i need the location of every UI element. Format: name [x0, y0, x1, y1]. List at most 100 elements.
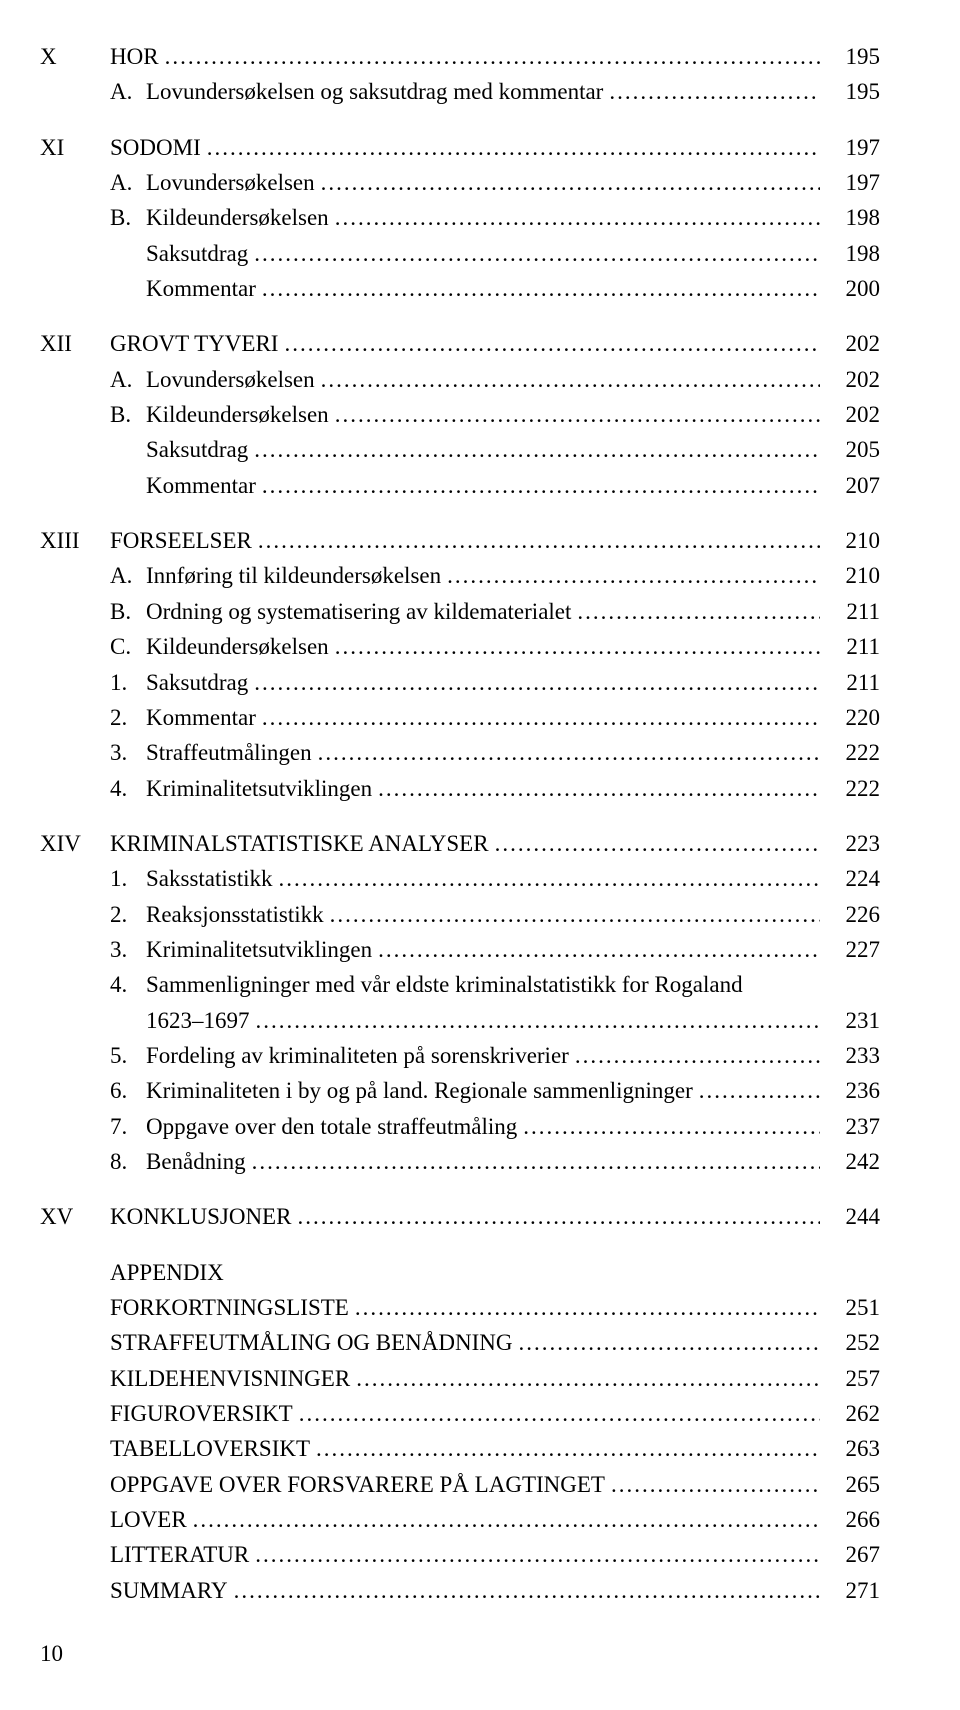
item-label: Saksutdrag: [146, 666, 248, 699]
roman-numeral: XII: [40, 327, 110, 360]
leader-dots: [447, 559, 820, 592]
leader-dots: [335, 398, 820, 431]
leader-dots: [256, 1004, 821, 1037]
page-ref: 271: [826, 1574, 880, 1607]
toc-item-row: Saksutdrag198: [40, 237, 880, 270]
page-ref: 233: [826, 1039, 880, 1072]
item-label: Lovundersøkelsen: [146, 363, 315, 396]
page-ref: 205: [826, 433, 880, 466]
item-label: Kommentar: [146, 469, 256, 502]
toc-item-row: Kommentar 207: [40, 469, 880, 502]
leader-dots: [609, 75, 820, 108]
appendix-label: LOVER: [110, 1503, 187, 1536]
leader-dots: [258, 524, 820, 557]
toc-item-row: 2.Reaksjonsstatistikk226: [40, 898, 880, 931]
roman-numeral: XIV: [40, 827, 110, 860]
leader-dots: [234, 1574, 820, 1607]
item-marker: A.: [110, 559, 146, 592]
leader-dots: [316, 1432, 820, 1465]
toc-item-row: 3.Kriminalitetsutviklingen227: [40, 933, 880, 966]
leader-dots: [321, 363, 820, 396]
appendix-label: OPPGAVE OVER FORSVARERE PÅ LAGTINGET: [110, 1468, 605, 1501]
page-ref: 200: [826, 272, 880, 305]
item-marker: C.: [110, 630, 146, 663]
item-label: Kriminalitetsutviklingen: [146, 933, 372, 966]
chapter-title: KONKLUSJONER: [110, 1200, 291, 1233]
toc-item-row: A.Lovundersøkelsen202: [40, 363, 880, 396]
toc-item-row: 8.Benådning242: [40, 1145, 880, 1178]
appendix-label: TABELLOVERSIKT: [110, 1432, 310, 1465]
appendix-label: FORKORTNINGSLISTE: [110, 1291, 349, 1324]
toc-chapter-row: XVKONKLUSJONER244: [40, 1200, 880, 1233]
page-ref: 267: [826, 1538, 880, 1571]
item-marker: 1.: [110, 666, 146, 699]
toc-item-row: 1.Saksstatistikk 224: [40, 862, 880, 895]
item-label: Reaksjonsstatistikk: [146, 898, 324, 931]
page-ref: 198: [826, 201, 880, 234]
leader-dots: [297, 1200, 820, 1233]
toc-chapter-row: XISODOMI197: [40, 131, 880, 164]
item-marker: A.: [110, 363, 146, 396]
item-marker: A.: [110, 75, 146, 108]
chapter-title: SODOMI: [110, 131, 201, 164]
page-ref: 224: [826, 862, 880, 895]
roman-numeral: XI: [40, 131, 110, 164]
appendix-label: KILDEHENVISNINGER: [110, 1362, 350, 1395]
toc-item-row: 6.Kriminaliteten i by og på land. Region…: [40, 1074, 880, 1107]
appendix-item-row: OPPGAVE OVER FORSVARERE PÅ LAGTINGET265: [40, 1468, 880, 1501]
leader-dots: [299, 1397, 820, 1430]
leader-dots: [193, 1503, 820, 1536]
page-ref: 266: [826, 1503, 880, 1536]
page-ref: 207: [826, 469, 880, 502]
chapter-title: FORSEELSER: [110, 524, 252, 557]
item-marker: 6.: [110, 1074, 146, 1107]
item-label: 1623–1697: [146, 1004, 250, 1037]
item-marker: 2.: [110, 898, 146, 931]
item-marker: 7.: [110, 1110, 146, 1143]
toc-item-row: A.Innføring til kildeundersøkelsen210: [40, 559, 880, 592]
leader-dots: [262, 469, 820, 502]
toc-item-row: 3.Straffeutmålingen222: [40, 736, 880, 769]
page-ref: 211: [826, 595, 880, 628]
page-ref: 202: [826, 398, 880, 431]
toc-chapter-row: XIVKRIMINALSTATISTISKE ANALYSER223: [40, 827, 880, 860]
toc-page: XHOR195A.Lovundersøkelsen og saksutdrag …: [0, 0, 960, 1710]
leader-dots: [495, 827, 820, 860]
leader-dots: [378, 933, 820, 966]
item-label: Lovundersøkelsen: [146, 166, 315, 199]
item-marker: 4.: [110, 968, 146, 1001]
page-ref: 244: [826, 1200, 880, 1233]
page-ref: 211: [826, 666, 880, 699]
item-label: Kommentar: [146, 701, 256, 734]
page-ref: 251: [826, 1291, 880, 1324]
page-number: 10: [40, 1637, 880, 1670]
item-label: Saksstatistikk: [146, 862, 273, 895]
item-label: Lovundersøkelsen og saksutdrag med komme…: [146, 75, 603, 108]
appendix-label: LITTERATUR: [110, 1538, 249, 1571]
toc-item-row: A.Lovundersøkelsen197: [40, 166, 880, 199]
chapter-title: GROVT TYVERI: [110, 327, 278, 360]
page-ref: 220: [826, 701, 880, 734]
item-label: Benådning: [146, 1145, 246, 1178]
leader-dots: [318, 736, 820, 769]
item-marker: 2.: [110, 701, 146, 734]
leader-dots: [699, 1074, 820, 1107]
leader-dots: [165, 40, 820, 73]
leader-dots: [254, 433, 820, 466]
item-label: Kriminalitetsutviklingen: [146, 772, 372, 805]
item-marker: 1.: [110, 862, 146, 895]
appendix-heading-row: APPENDIX: [40, 1256, 880, 1289]
leader-dots: [378, 772, 820, 805]
leader-dots: [335, 630, 820, 663]
leader-dots: [611, 1468, 820, 1501]
item-label: Fordeling av kriminaliteten på sorenskri…: [146, 1039, 569, 1072]
item-marker: 3.: [110, 933, 146, 966]
page-ref: 231: [826, 1004, 880, 1037]
page-ref: 262: [826, 1397, 880, 1430]
appendix-item-row: TABELLOVERSIKT263: [40, 1432, 880, 1465]
page-ref: 252: [826, 1326, 880, 1359]
appendix-item-row: KILDEHENVISNINGER257: [40, 1362, 880, 1395]
toc-item-row: 2.Kommentar 220: [40, 701, 880, 734]
page-ref: 222: [826, 736, 880, 769]
leader-dots: [284, 327, 820, 360]
